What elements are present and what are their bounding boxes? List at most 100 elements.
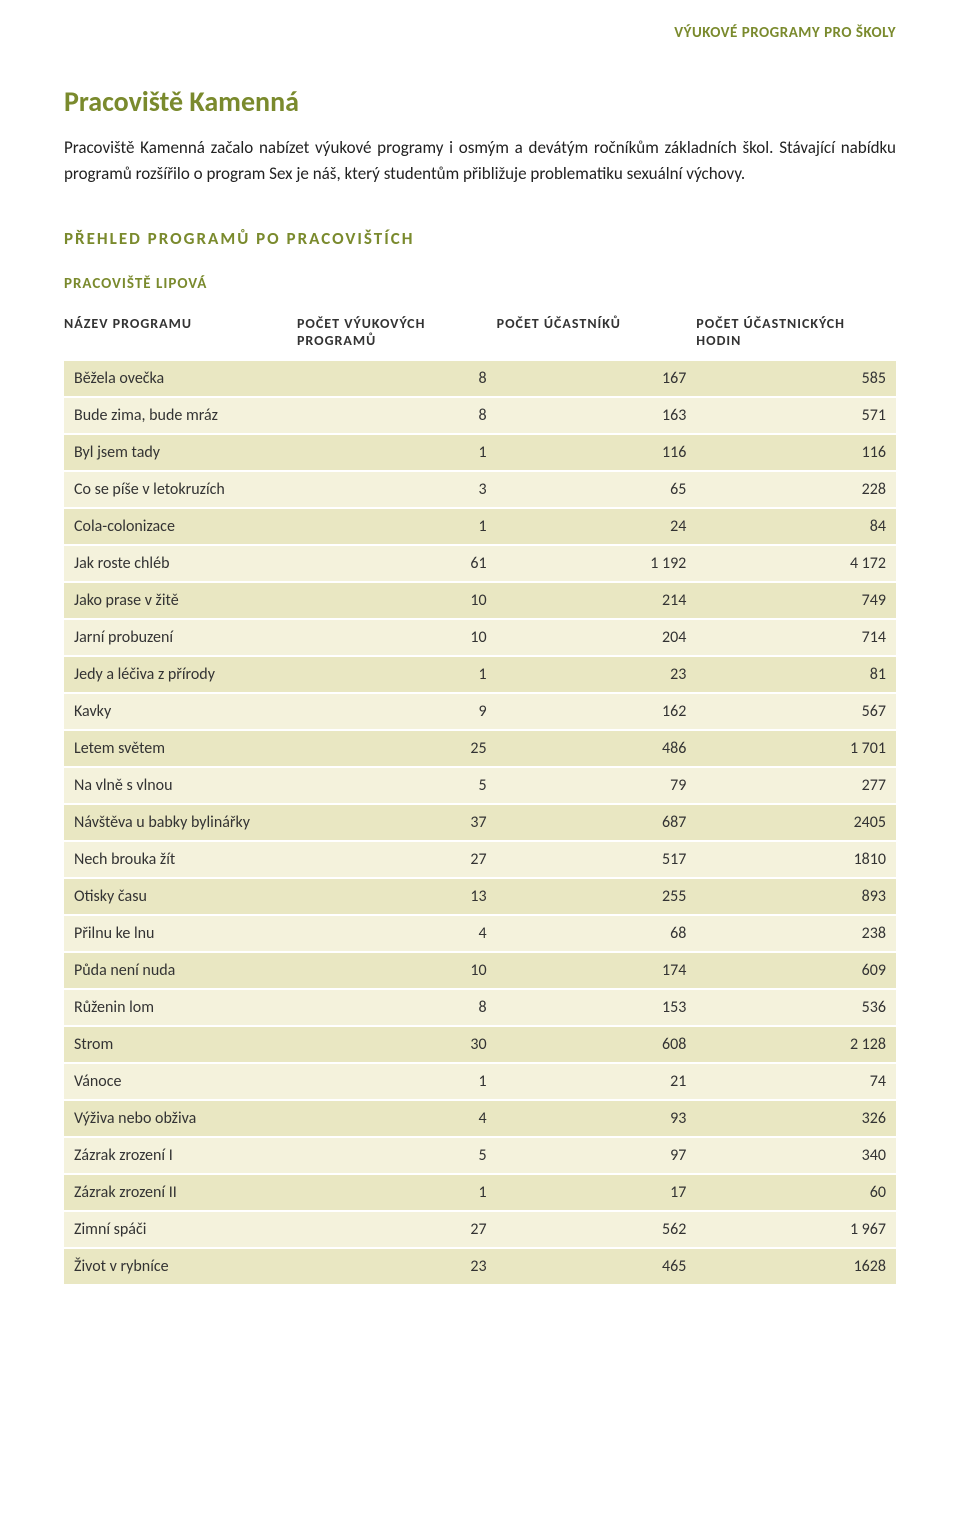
cell-hrs: 585 <box>696 361 896 396</box>
table-row: Cola-colonizace12484 <box>64 509 896 544</box>
table-row: Běžela ovečka8167585 <box>64 361 896 396</box>
cell-hrs: 2 128 <box>696 1027 896 1062</box>
table-row: Jak roste chléb611 1924 172 <box>64 546 896 581</box>
cell-prog: 8 <box>297 398 497 433</box>
cell-hrs: 277 <box>696 768 896 803</box>
cell-part: 562 <box>497 1212 697 1247</box>
cell-hrs: 81 <box>696 657 896 692</box>
cell-program-name: Zázrak zrození I <box>64 1138 297 1173</box>
cell-prog: 1 <box>297 509 497 544</box>
table-row: Jarní probuzení10204714 <box>64 620 896 655</box>
cell-hrs: 1628 <box>696 1249 896 1284</box>
cell-hrs: 609 <box>696 953 896 988</box>
cell-part: 97 <box>497 1138 697 1173</box>
overview-heading: PŘEHLED PROGRAMŮ PO PRACOVIŠTÍCH <box>64 228 896 249</box>
cell-prog: 27 <box>297 842 497 877</box>
cell-prog: 5 <box>297 768 497 803</box>
cell-hrs: 567 <box>696 694 896 729</box>
cell-hrs: 238 <box>696 916 896 951</box>
cell-prog: 4 <box>297 1101 497 1136</box>
cell-part: 116 <box>497 435 697 470</box>
cell-prog: 27 <box>297 1212 497 1247</box>
cell-prog: 8 <box>297 990 497 1025</box>
cell-part: 23 <box>497 657 697 692</box>
cell-hrs: 714 <box>696 620 896 655</box>
table-row: Zimní spáči275621 967 <box>64 1212 896 1247</box>
cell-program-name: Jak roste chléb <box>64 546 297 581</box>
table-row: Jedy a léčiva z přírody12381 <box>64 657 896 692</box>
cell-hrs: 228 <box>696 472 896 507</box>
cell-hrs: 326 <box>696 1101 896 1136</box>
cell-hrs: 571 <box>696 398 896 433</box>
cell-program-name: Kavky <box>64 694 297 729</box>
programs-table-body: Běžela ovečka8167585Bude zima, bude mráz… <box>64 361 896 1284</box>
col-header-prog: POČET VÝUKOVÝCH PROGRAMŮ <box>297 309 497 359</box>
cell-prog: 37 <box>297 805 497 840</box>
cell-program-name: Vánoce <box>64 1064 297 1099</box>
cell-part: 79 <box>497 768 697 803</box>
table-row: Kavky9162567 <box>64 694 896 729</box>
cell-program-name: Na vlně s vlnou <box>64 768 297 803</box>
cell-prog: 5 <box>297 1138 497 1173</box>
cell-program-name: Jedy a léčiva z přírody <box>64 657 297 692</box>
table-row: Byl jsem tady1116116 <box>64 435 896 470</box>
cell-program-name: Jarní probuzení <box>64 620 297 655</box>
overview-subheading: PRACOVIŠTĚ LIPOVÁ <box>64 275 896 293</box>
section-title: Pracoviště Kamenná <box>64 84 896 119</box>
cell-prog: 13 <box>297 879 497 914</box>
cell-hrs: 536 <box>696 990 896 1025</box>
cell-part: 608 <box>497 1027 697 1062</box>
cell-hrs: 1810 <box>696 842 896 877</box>
cell-hrs: 4 172 <box>696 546 896 581</box>
cell-program-name: Život v rybníce <box>64 1249 297 1284</box>
cell-program-name: Běžela ovečka <box>64 361 297 396</box>
cell-part: 93 <box>497 1101 697 1136</box>
cell-hrs: 60 <box>696 1175 896 1210</box>
cell-prog: 1 <box>297 1064 497 1099</box>
table-row: Jako prase v žitě10214749 <box>64 583 896 618</box>
cell-hrs: 893 <box>696 879 896 914</box>
cell-part: 517 <box>497 842 697 877</box>
cell-part: 1 192 <box>497 546 697 581</box>
table-row: Růženin lom8153536 <box>64 990 896 1025</box>
cell-part: 465 <box>497 1249 697 1284</box>
cell-prog: 3 <box>297 472 497 507</box>
table-row: Co se píše v letokruzích365228 <box>64 472 896 507</box>
table-row: Strom306082 128 <box>64 1027 896 1062</box>
table-row: Život v rybníce234651628 <box>64 1249 896 1284</box>
cell-part: 153 <box>497 990 697 1025</box>
cell-prog: 1 <box>297 435 497 470</box>
cell-program-name: Zázrak zrození II <box>64 1175 297 1210</box>
cell-prog: 1 <box>297 1175 497 1210</box>
cell-hrs: 74 <box>696 1064 896 1099</box>
cell-prog: 4 <box>297 916 497 951</box>
cell-part: 687 <box>497 805 697 840</box>
cell-program-name: Jako prase v žitě <box>64 583 297 618</box>
cell-part: 163 <box>497 398 697 433</box>
cell-prog: 61 <box>297 546 497 581</box>
cell-prog: 25 <box>297 731 497 766</box>
table-row: Návštěva u babky bylinářky376872405 <box>64 805 896 840</box>
cell-program-name: Zimní spáči <box>64 1212 297 1247</box>
cell-prog: 8 <box>297 361 497 396</box>
cell-prog: 10 <box>297 583 497 618</box>
col-header-name: NÁZEV PROGRAMU <box>64 309 297 359</box>
cell-prog: 9 <box>297 694 497 729</box>
programs-table: NÁZEV PROGRAMU POČET VÝUKOVÝCH PROGRAMŮ … <box>64 307 896 1286</box>
table-row: Půda není nuda10174609 <box>64 953 896 988</box>
cell-part: 24 <box>497 509 697 544</box>
cell-part: 17 <box>497 1175 697 1210</box>
cell-prog: 10 <box>297 620 497 655</box>
cell-program-name: Půda není nuda <box>64 953 297 988</box>
table-row: Bude zima, bude mráz8163571 <box>64 398 896 433</box>
cell-program-name: Přilnu ke lnu <box>64 916 297 951</box>
cell-hrs: 340 <box>696 1138 896 1173</box>
cell-part: 68 <box>497 916 697 951</box>
cell-part: 255 <box>497 879 697 914</box>
cell-part: 204 <box>497 620 697 655</box>
cell-program-name: Nech brouka žít <box>64 842 297 877</box>
programs-table-head: NÁZEV PROGRAMU POČET VÝUKOVÝCH PROGRAMŮ … <box>64 309 896 359</box>
table-row: Otisky času13255893 <box>64 879 896 914</box>
cell-prog: 23 <box>297 1249 497 1284</box>
cell-part: 486 <box>497 731 697 766</box>
